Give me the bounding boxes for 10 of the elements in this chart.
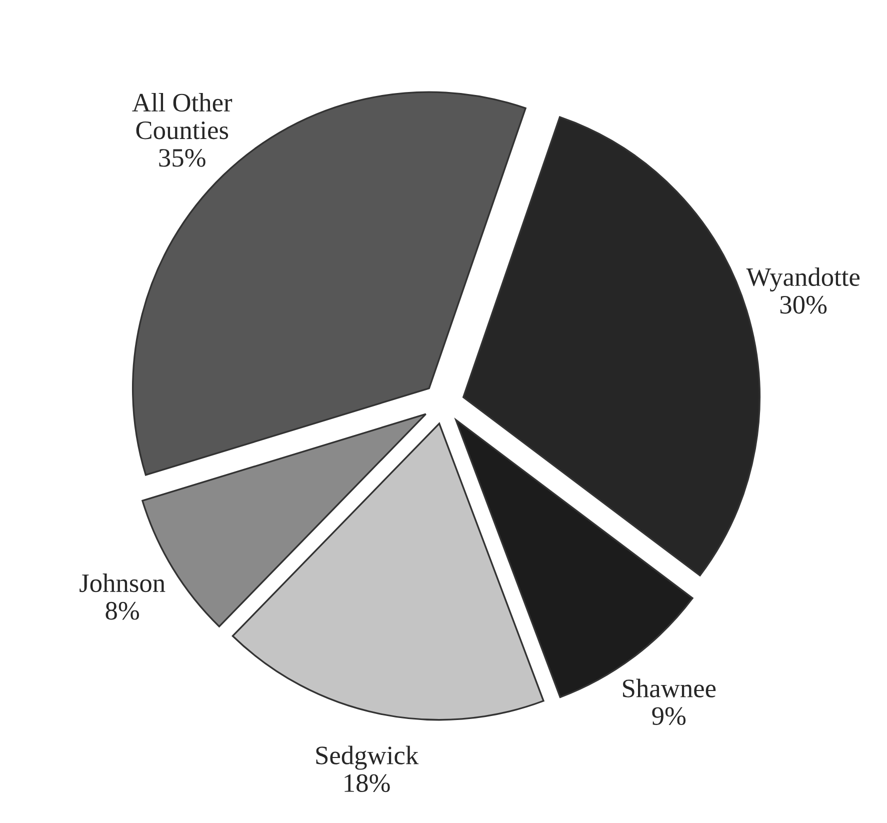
slice-label: Johnson [80,574,166,592]
data-label: 9% [652,707,686,726]
data-label: 8% [106,602,140,620]
slice-label: Wyandotte [746,267,860,292]
data-label: 18% [344,774,390,792]
slice-label: Shawnee [623,678,716,698]
data-label: 35% [159,148,206,167]
data-label: 30% [780,296,827,314]
slice-label: Sedgwick [316,746,419,770]
slice-label: All Other Counties [132,93,232,140]
